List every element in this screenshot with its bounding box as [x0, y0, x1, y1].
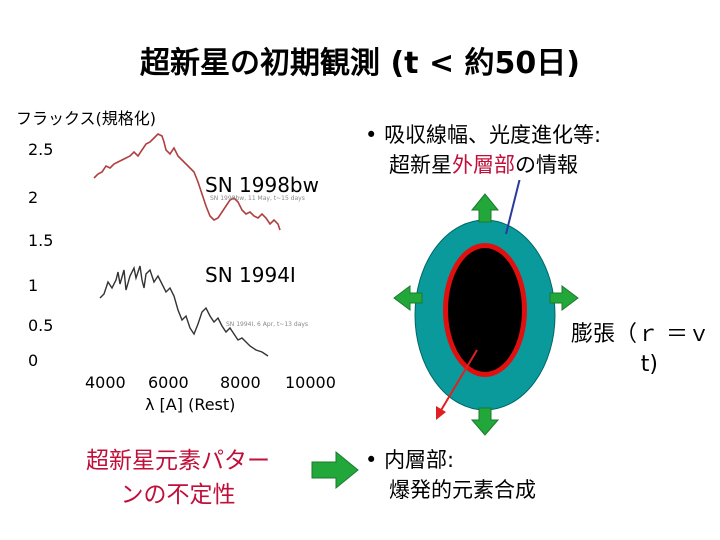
y-tick: 2.5 [28, 140, 54, 159]
core-shape [448, 248, 522, 372]
inner-layer-bullet: • 内層部: 爆発的元素合成 [365, 445, 536, 505]
expansion-line-2: t) [640, 352, 658, 377]
supernova-diagram [393, 180, 579, 436]
spectrum-graph: フラックス(規格化) 2.5 2 1.5 1 0.5 0 SN 1998bw, … [0, 100, 350, 430]
series-label-sn1994i: SN 1994I [205, 263, 296, 287]
bullet-line-2: 爆発的元素合成 [389, 478, 536, 502]
page-title: 超新星の初期観測 (t < 約50日) [140, 46, 580, 81]
outer-layer-bullet: • 吸収線幅、光度進化等: 超新星外層部の情報 [365, 120, 601, 180]
element-pattern-caption: 超新星元素パター ンの不定性 [58, 444, 298, 512]
down-arrow-icon [470, 407, 500, 436]
x-axis-label: λ [A] (Rest) [145, 395, 236, 414]
y-axis-label: フラックス(規格化) [16, 109, 157, 128]
caption-line-1: 超新星元素パター [86, 448, 270, 474]
series-label-sn1998bw: SN 1998bw [205, 173, 319, 197]
bullet-line-2-post: の情報 [515, 153, 578, 177]
bullet-line-2-highlight: 外層部 [452, 153, 515, 177]
x-tick: 8000 [220, 373, 261, 392]
x-tick: 6000 [148, 373, 189, 392]
y-tick: 1 [28, 276, 39, 295]
inset-caption-top: SN 1998bw, 11 May, t~15 days [210, 195, 305, 202]
right-arrow-icon [549, 285, 579, 311]
y-tick: 2 [28, 188, 39, 207]
bullet-dot: • [365, 123, 385, 147]
bullet-line-2-pre: 超新星 [389, 153, 452, 177]
bullet-line-1: 内層部: [384, 448, 455, 472]
inner-layer-pointer-head [436, 406, 446, 420]
bullet-dot: • [365, 448, 385, 472]
x-tick: 10000 [285, 373, 336, 392]
y-tick: 1.5 [28, 231, 54, 250]
y-tick: 0 [28, 351, 39, 370]
spectra-plot: SN 1998bw, 11 May, t~15 days SN 1994I, 6… [93, 133, 308, 357]
up-arrow-icon [470, 193, 500, 223]
outer-layer-pointer [505, 180, 521, 235]
spectrum-curve-sn1998bw [93, 133, 281, 231]
left-arrow-icon [393, 285, 423, 311]
inner-layer-pointer [439, 349, 478, 413]
inset-caption-bottom: SN 1994I, 6 Apr, t~13 days [226, 321, 308, 328]
y-tick: 0.5 [28, 316, 54, 335]
expansion-line-1: 膨張（ｒ ＝ｖ [571, 322, 710, 347]
x-tick: 4000 [85, 373, 126, 392]
spectrum-curve-sn1994i [99, 265, 269, 357]
right-arrow-icon [311, 450, 359, 490]
caption-line-2: ンの不定性 [120, 482, 236, 508]
bullet-line-1: 吸収線幅、光度進化等: [384, 123, 602, 147]
expansion-label: 膨張（ｒ ＝ｖ t) [530, 320, 710, 380]
